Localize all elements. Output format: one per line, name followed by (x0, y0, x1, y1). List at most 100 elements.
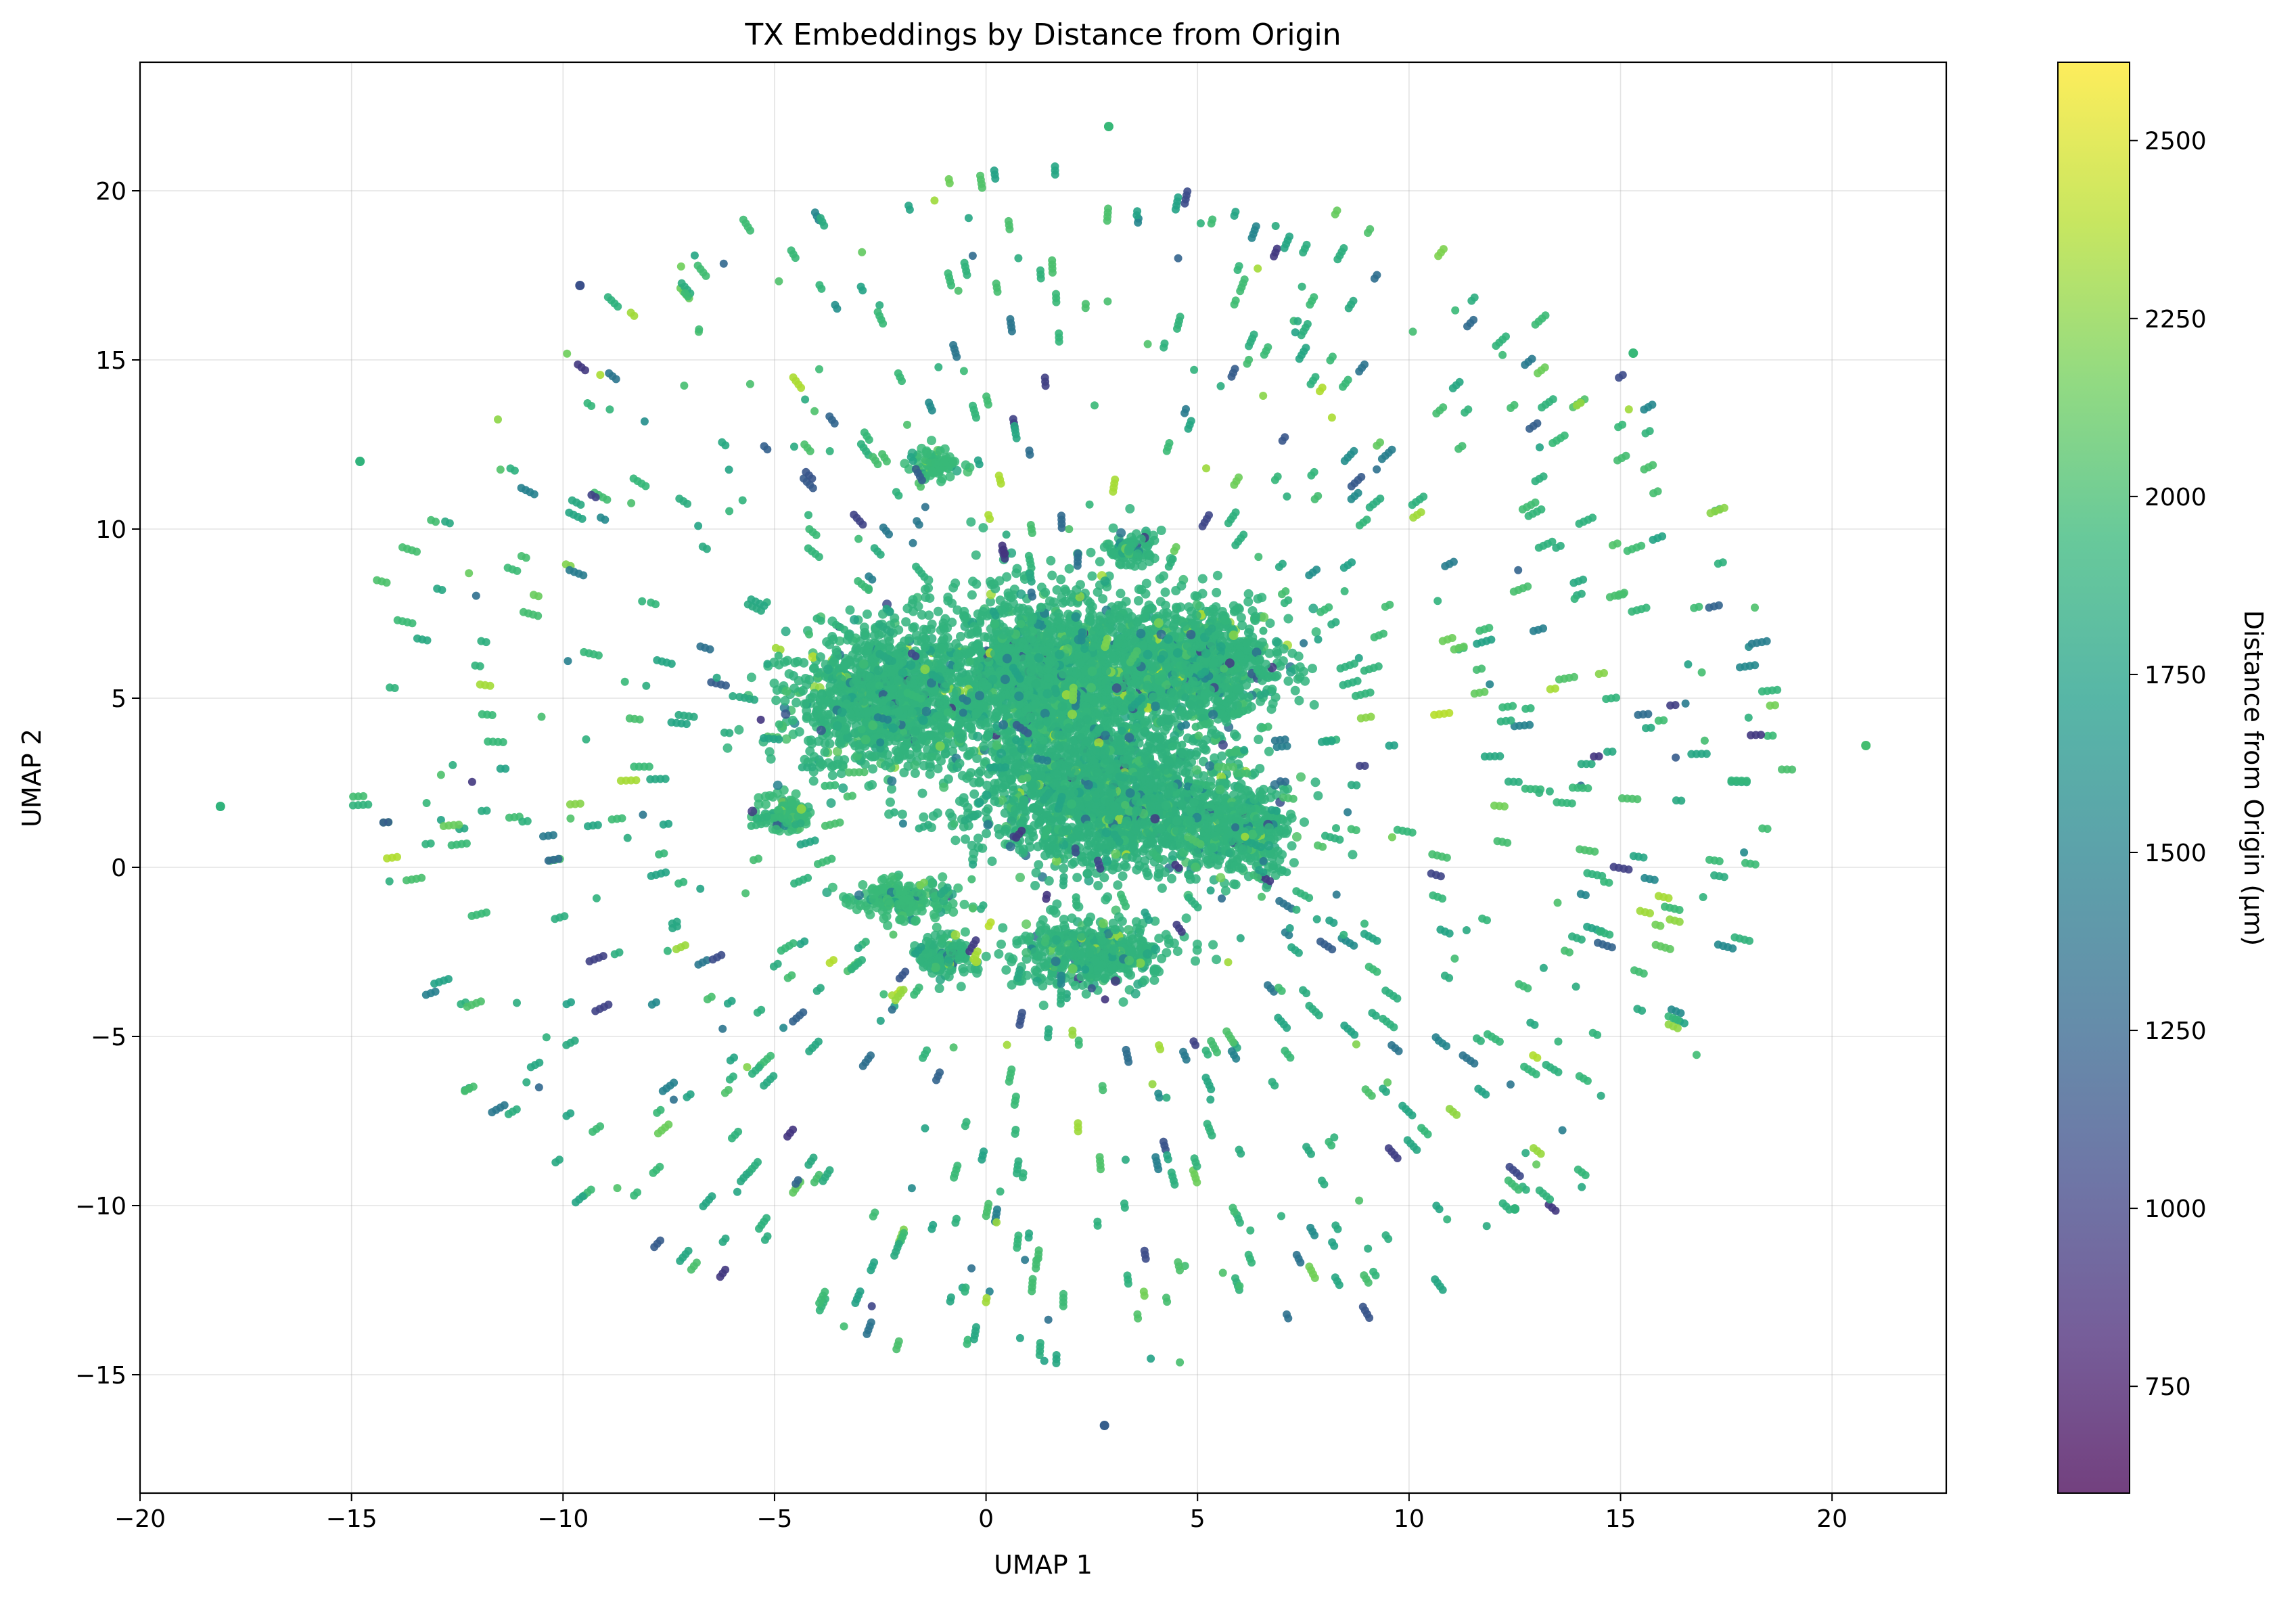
scatter-point (1140, 717, 1149, 727)
scatter-point (1021, 627, 1031, 637)
scatter-point (952, 649, 963, 660)
scatter-point (1159, 571, 1169, 581)
scatter-point (873, 666, 883, 675)
scatter-point (787, 715, 798, 725)
scatter-point (1056, 574, 1066, 585)
scatter-point (781, 734, 791, 744)
scatter-point (1075, 658, 1085, 668)
scatter-point (1254, 655, 1264, 664)
scatter-point (1051, 722, 1061, 732)
scatter-point (921, 706, 932, 716)
scatter-point (1014, 691, 1024, 702)
scatter-point (1295, 672, 1305, 682)
scatter-point (886, 797, 895, 807)
scatter-point (1014, 641, 1024, 651)
scatter-point (966, 517, 976, 527)
scatter-point (1099, 618, 1109, 628)
scatter-point (863, 645, 873, 655)
scatter-point (897, 809, 907, 819)
scatter-point (1002, 572, 1012, 582)
scatter-point (1117, 601, 1127, 611)
scatter-point (1156, 526, 1166, 535)
scatter-point (1125, 691, 1135, 702)
scatter-points (215, 122, 1871, 1430)
scatter-point (1208, 710, 1218, 720)
scatter-point (822, 637, 832, 647)
scatter-point (1179, 669, 1189, 679)
scatter-point (937, 718, 946, 728)
scatter-point (1216, 642, 1226, 652)
scatter-point (1087, 666, 1097, 677)
scatter-point (1243, 692, 1254, 702)
scatter-point (943, 774, 953, 784)
scatter-point (815, 695, 825, 705)
scatter-point (780, 695, 790, 706)
scatter-point (1229, 631, 1239, 640)
scatter-point (917, 610, 927, 620)
scatter-point (1161, 600, 1170, 610)
scatter-point (734, 725, 744, 735)
scatter-point (906, 660, 916, 670)
scatter-point (817, 760, 827, 769)
scatter-point (1102, 856, 1112, 866)
scatter-point (954, 676, 964, 686)
scatter-point (1160, 587, 1170, 597)
scatter-point (886, 666, 896, 677)
scatter-point (961, 612, 971, 622)
scatter-point (766, 754, 776, 764)
scatter-point (1007, 700, 1017, 710)
scatter-point (1087, 571, 1097, 581)
scatter-point (920, 634, 930, 644)
scatter-point (983, 718, 992, 728)
scatter-point (1085, 614, 1095, 624)
scatter-point (911, 735, 921, 745)
scatter-point (781, 686, 791, 696)
scatter-point (856, 669, 866, 679)
scatter-point (910, 769, 920, 778)
scatter-point (1013, 606, 1023, 616)
scatter-point (992, 708, 1003, 717)
scatter-point (860, 735, 871, 745)
scatter-point (1057, 593, 1067, 603)
scatter-point (893, 675, 903, 685)
scatter-point (856, 684, 867, 694)
scatter-point (1155, 686, 1166, 696)
scatter-point (819, 716, 829, 727)
scatter-point (1190, 620, 1200, 631)
scatter-point (937, 643, 947, 654)
scatter-point (1113, 639, 1124, 649)
scatter-point (945, 668, 955, 679)
scatter-point (781, 626, 791, 637)
scatter-point (1236, 613, 1246, 622)
scatter-point (973, 842, 984, 852)
scatter-point (1024, 607, 1034, 617)
scatter-point (1009, 747, 1019, 757)
scatter-point (1132, 865, 1142, 875)
scatter-point (965, 647, 975, 658)
scatter-point (982, 829, 991, 839)
scatter-point (820, 738, 830, 748)
scatter-point (1206, 685, 1215, 695)
scatter-point (836, 769, 846, 779)
scatter-point (1286, 667, 1296, 677)
scatter-point (1117, 624, 1127, 634)
scatter-point (1046, 555, 1056, 566)
scatter-point (908, 679, 918, 689)
scatter-point (1072, 668, 1082, 679)
scatter-point (1247, 606, 1258, 616)
scatter-point (853, 697, 863, 707)
scatter-point (1150, 662, 1160, 672)
scatter-point (1003, 588, 1013, 598)
scatter-point (1011, 568, 1021, 578)
scatter-point (1118, 871, 1128, 881)
scatter-point (918, 715, 928, 725)
scatter-point (1254, 735, 1264, 744)
scatter-point (1056, 623, 1066, 633)
scatter-point (1047, 625, 1057, 635)
scatter-point (951, 639, 961, 649)
scatter-point (909, 622, 919, 632)
scatter-point (901, 617, 911, 627)
scatter-point (1021, 705, 1032, 715)
scatter-point (1283, 676, 1293, 686)
scatter-point (1042, 689, 1053, 699)
